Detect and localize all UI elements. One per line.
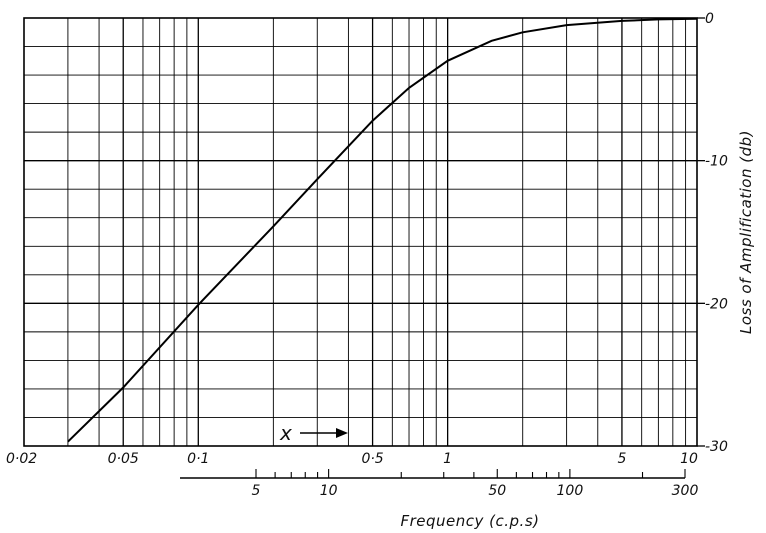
frequency-tick-label: 100	[557, 483, 584, 499]
frequency-tick-label: 50	[488, 483, 506, 499]
y-tick-label: -30	[705, 439, 728, 455]
x-tick-labels: 0·02 0·05 0·1 0·5 1 5 10	[6, 451, 698, 467]
x-axis-label: Frequency (c.p.s)	[400, 512, 539, 530]
frequency-tick-label: 10	[320, 483, 338, 499]
frequency-tick-label: 5	[252, 483, 261, 499]
inner-axis-label: x	[279, 421, 292, 445]
y-tick-labels: 0 -10 -20 -30	[697, 11, 728, 455]
inner-axis-arrowhead	[336, 428, 348, 438]
x-tick-label: 0·5	[361, 451, 383, 467]
x-tick-label: 10	[680, 451, 698, 467]
y-tick-label: -10	[705, 154, 728, 170]
series-line	[67, 17, 698, 443]
x-tick-label: 0·1	[187, 451, 209, 467]
frequency-tick-label: 300	[672, 483, 699, 499]
frequency-axis: 5 10 50 100 300	[180, 469, 698, 499]
grid	[24, 18, 697, 446]
y-axis-label: Loss of Amplification (db)	[737, 130, 755, 334]
x-tick-label: 0·02	[6, 451, 37, 467]
plot-frame	[23, 17, 698, 447]
x-tick-label: 1	[443, 451, 452, 467]
x-tick-label: 0·05	[108, 451, 139, 467]
y-tick-label: 0	[705, 11, 714, 27]
x-tick-label: 5	[617, 451, 626, 467]
y-tick-label: -20	[705, 296, 728, 312]
